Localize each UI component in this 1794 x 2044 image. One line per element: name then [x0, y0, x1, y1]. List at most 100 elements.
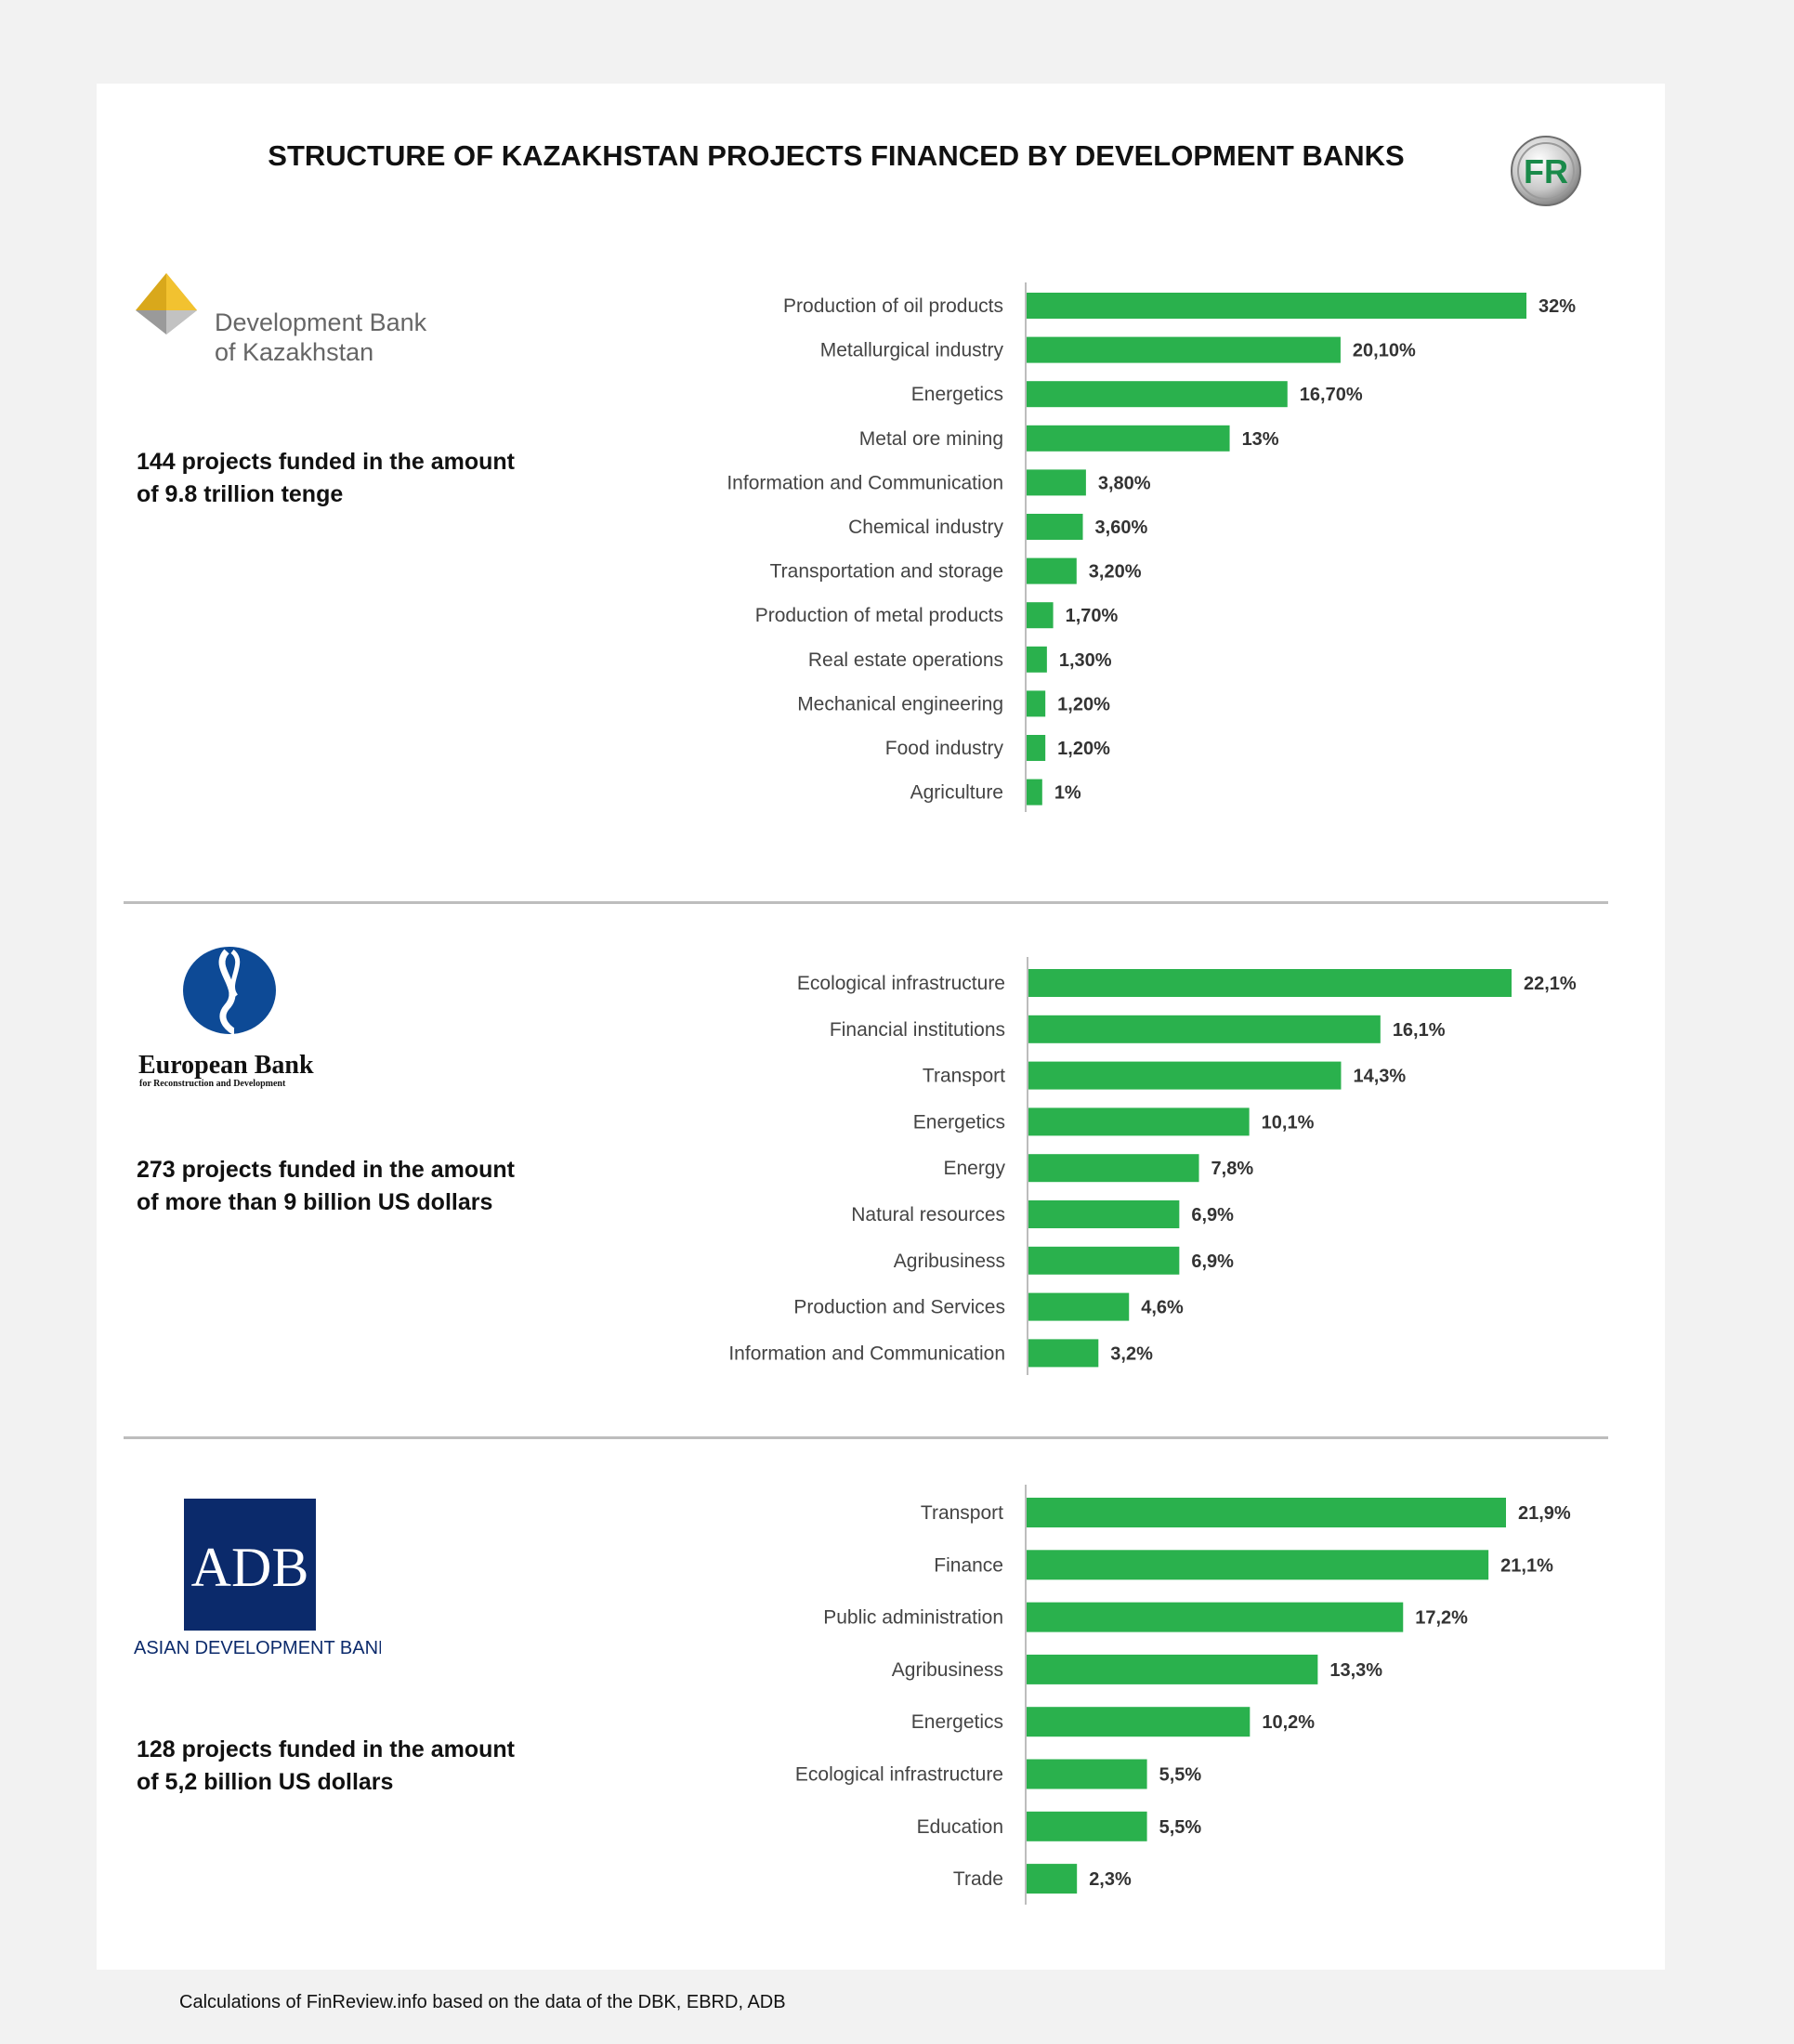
value-label: 17,2% [1415, 1608, 1468, 1629]
category-label: Agribusiness [894, 1251, 1005, 1272]
value-label: 16,1% [1393, 1020, 1446, 1041]
bar [1028, 1292, 1130, 1321]
value-label: 7,8% [1211, 1159, 1254, 1179]
category-label: Financial institutions [830, 1019, 1005, 1041]
value-label: 6,9% [1191, 1251, 1234, 1272]
value-label: 22,1% [1524, 974, 1577, 994]
category-label: Metal ore mining [859, 428, 1003, 450]
value-label: 21,9% [1518, 1503, 1571, 1524]
category-label: Energy [943, 1158, 1005, 1179]
dbk-logo: Development Bank of Kazakhstan [136, 273, 427, 366]
value-label: 3,2% [1110, 1343, 1153, 1364]
value-label: 1,70% [1066, 606, 1119, 626]
value-label: 14,3% [1353, 1067, 1406, 1087]
category-label: Chemical industry [848, 517, 1003, 538]
category-label: Ecological infrastructure [795, 1764, 1003, 1786]
svg-text:ASIAN DEVELOPMENT BANK: ASIAN DEVELOPMENT BANK [134, 1638, 381, 1658]
bar [1028, 969, 1512, 997]
bar [1027, 381, 1288, 408]
bar [1027, 469, 1086, 496]
value-label: 5,5% [1159, 1765, 1202, 1786]
value-label: 13,3% [1329, 1660, 1382, 1681]
adb-logo: ADB ASIAN DEVELOPMENT BANK [134, 1499, 381, 1658]
bar [1027, 779, 1042, 806]
value-label: 13% [1242, 429, 1279, 450]
svg-text:ADB: ADB [191, 1537, 309, 1598]
category-label: Agribusiness [892, 1659, 1003, 1681]
source-note: Calculations of FinReview.info based on … [179, 1992, 786, 2012]
value-label: 21,1% [1500, 1555, 1553, 1576]
value-label: 4,6% [1141, 1298, 1184, 1318]
section-divider [124, 901, 1608, 904]
bar [1027, 1550, 1489, 1580]
bar [1027, 1759, 1147, 1789]
value-label: 1% [1054, 783, 1081, 804]
category-label: Energetics [911, 384, 1003, 405]
ebrd-logo: European Bank for Reconstruction and Dev… [138, 947, 314, 1089]
bar [1027, 293, 1526, 319]
infographic-card [97, 84, 1665, 1970]
value-label: 16,70% [1300, 385, 1363, 405]
bar [1027, 1864, 1078, 1894]
category-label: Production of oil products [783, 295, 1003, 317]
bar [1027, 1602, 1404, 1632]
bar [1028, 1154, 1199, 1183]
value-label: 1,30% [1059, 650, 1112, 671]
category-label: Metallurgical industry [820, 340, 1004, 361]
bar [1027, 1654, 1318, 1684]
value-label: 20,10% [1353, 341, 1416, 361]
value-label: 3,20% [1089, 562, 1142, 583]
svg-text:Development Bank: Development Bank [215, 308, 427, 336]
bar [1027, 602, 1054, 629]
value-label: 1,20% [1057, 694, 1110, 714]
value-label: 6,9% [1191, 1205, 1234, 1225]
svg-text:of Kazakhstan: of Kazakhstan [215, 338, 373, 366]
value-label: 10,2% [1262, 1712, 1315, 1733]
section-divider [124, 1436, 1608, 1439]
bar [1027, 690, 1046, 717]
bar [1028, 1246, 1180, 1275]
bar [1027, 1707, 1251, 1737]
bar [1028, 1200, 1180, 1228]
value-label: 5,5% [1159, 1817, 1202, 1838]
category-label: Transport [921, 1502, 1003, 1524]
dbk-summary: 144 projects funded in the amount of 9.8… [137, 449, 515, 507]
category-label: Agriculture [910, 782, 1003, 804]
value-label: 2,3% [1089, 1869, 1132, 1890]
bar [1027, 514, 1083, 540]
category-label: Public administration [823, 1607, 1003, 1629]
category-label: Real estate operations [808, 649, 1003, 671]
category-label: Production of metal products [755, 605, 1003, 626]
bar [1027, 336, 1341, 363]
bar [1028, 1339, 1099, 1368]
page-title: STRUCTURE OF KAZAKHSTAN PROJECTS FINANCE… [268, 139, 1405, 172]
bar [1027, 735, 1046, 761]
category-label: Education [917, 1816, 1003, 1838]
category-label: Finance [934, 1554, 1003, 1576]
category-label: Transportation and storage [770, 561, 1003, 583]
category-label: Natural resources [851, 1204, 1005, 1225]
svg-text:European Bank: European Bank [138, 1051, 314, 1080]
category-label: Production and Services [793, 1297, 1005, 1318]
svg-text:for Reconstruction and Develop: for Reconstruction and Development [139, 1079, 286, 1089]
bar [1028, 1015, 1381, 1043]
ebrd-summary: 273 projects funded in the amount of mor… [137, 1157, 515, 1215]
category-label: Information and Communication [727, 472, 1003, 493]
bar [1028, 1107, 1250, 1136]
adb-summary: 128 projects funded in the amount of 5,2… [137, 1736, 515, 1795]
bar [1027, 1811, 1147, 1841]
svg-text:FR: FR [1524, 152, 1568, 190]
value-label: 3,80% [1098, 473, 1151, 493]
bar [1027, 1498, 1506, 1527]
bar [1028, 1061, 1342, 1090]
value-label: 32% [1539, 296, 1576, 317]
category-label: Information and Communication [728, 1343, 1005, 1364]
bar [1027, 557, 1077, 584]
category-label: Food industry [885, 738, 1004, 759]
category-label: Energetics [911, 1711, 1003, 1733]
bar [1027, 425, 1230, 452]
value-label: 10,1% [1262, 1112, 1315, 1133]
value-label: 1,20% [1057, 739, 1110, 759]
category-label: Transport [923, 1066, 1005, 1087]
